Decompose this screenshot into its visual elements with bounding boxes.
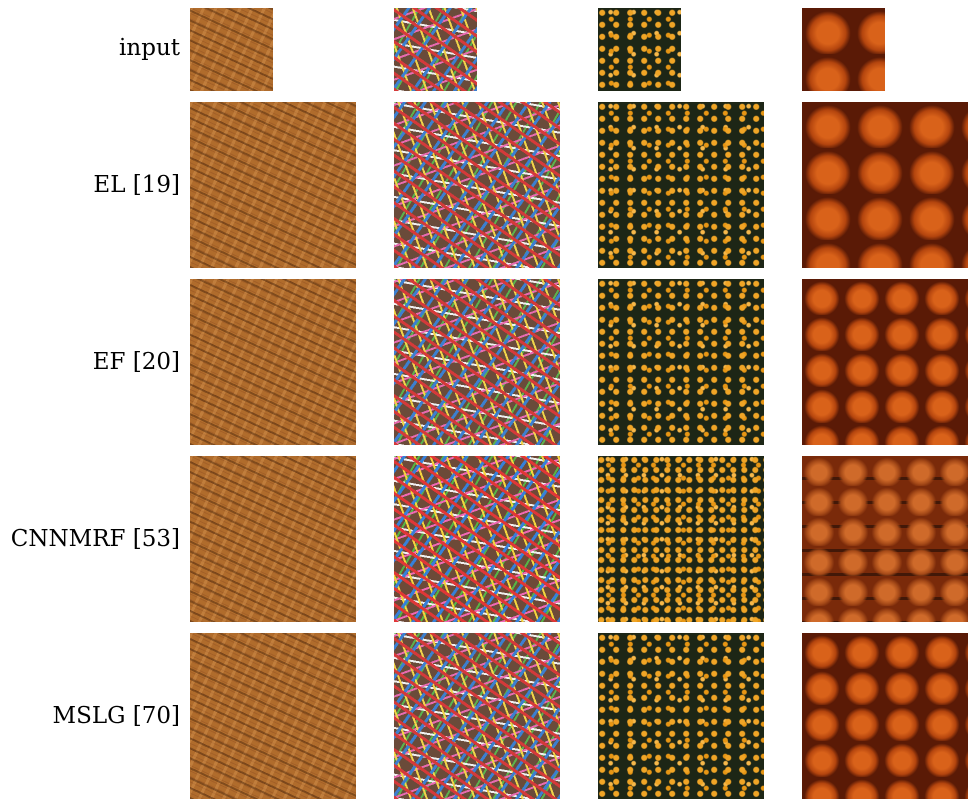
input-weave-image [190, 8, 273, 91]
row-label-cnnmrf: CNNMRF [53] [10, 526, 180, 552]
ef-weave-image [190, 279, 356, 445]
input-flowers-image [598, 8, 681, 91]
row-label-ef: EF [20] [92, 349, 180, 375]
row-label-input: input [119, 35, 180, 61]
row-label-mslg: MSLG [70] [52, 703, 180, 729]
cnnmrf-pumpkins-image [802, 456, 968, 622]
el-pumpkins-image [802, 102, 968, 268]
el-weave-image [190, 102, 356, 268]
input-pumpkins-image [802, 8, 885, 91]
cnnmrf-sprinkles-image [394, 456, 560, 622]
cnnmrf-flowers-image [598, 456, 764, 622]
row-label-el: EL [19] [93, 172, 180, 198]
mslg-pumpkins-image [802, 633, 968, 799]
ef-sprinkles-image [394, 279, 560, 445]
el-flowers-image [598, 102, 764, 268]
mslg-sprinkles-image [394, 633, 560, 799]
cnnmrf-weave-image [190, 456, 356, 622]
input-sprinkles-image [394, 8, 477, 91]
mslg-weave-image [190, 633, 356, 799]
mslg-flowers-image [598, 633, 764, 799]
el-sprinkles-image [394, 102, 560, 268]
ef-pumpkins-image [802, 279, 968, 445]
ef-flowers-image [598, 279, 764, 445]
